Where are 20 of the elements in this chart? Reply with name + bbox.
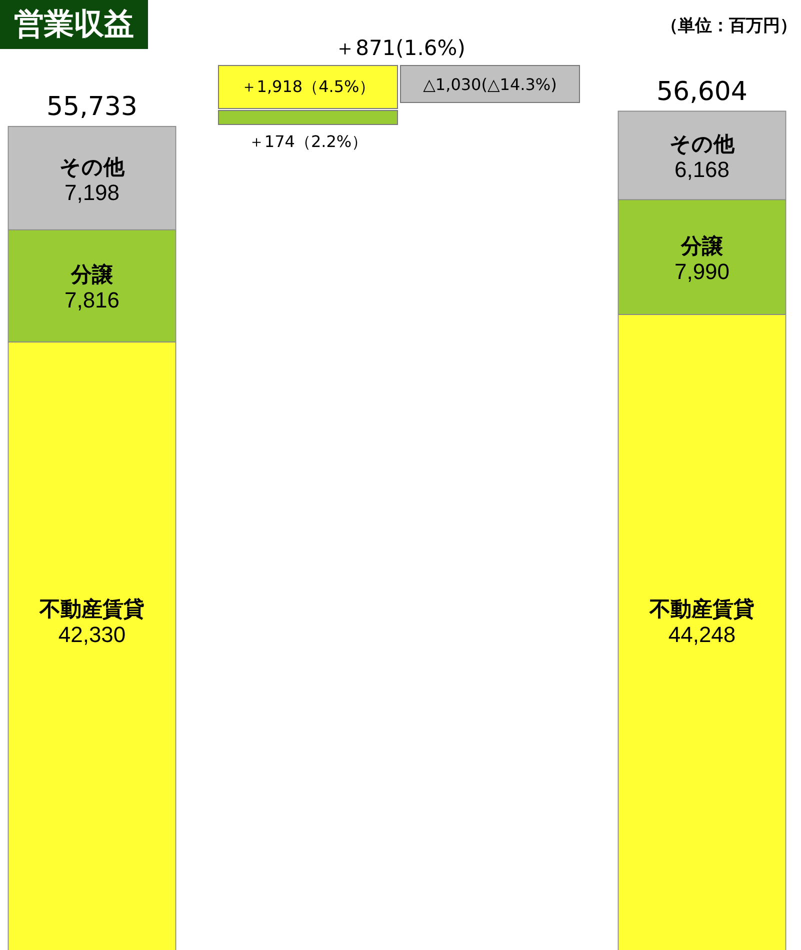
series-label: 不動産賃貸 (38, 597, 144, 621)
data-label: 44,248 (668, 622, 736, 647)
text: 56,604 (656, 76, 748, 107)
series-label: その他 (670, 132, 736, 156)
annotation: 55,733 (46, 92, 138, 122)
text: △1,030(△14.3%) (400, 65, 580, 103)
data-label: 7,198 (64, 180, 120, 205)
text: 分譲 (681, 234, 723, 258)
text: ＋871(1.6%) (334, 35, 466, 62)
text: 不動産賃貸 (650, 597, 754, 621)
chart-title: 営業収益 (0, 0, 148, 49)
annotation: ＋174（2.2%） (247, 130, 369, 152)
data-label: 6,168 (674, 157, 730, 182)
data-label: 7,816 (64, 288, 120, 313)
data-label: 42,330 (58, 622, 126, 647)
series-label: 分譲 (70, 262, 114, 287)
chart-subtitle: （単位：百万円） (661, 15, 797, 37)
data-label: 7,990 (674, 258, 730, 284)
text: ＋1,918（4.5%） (218, 65, 398, 109)
text: その他 (60, 154, 124, 179)
